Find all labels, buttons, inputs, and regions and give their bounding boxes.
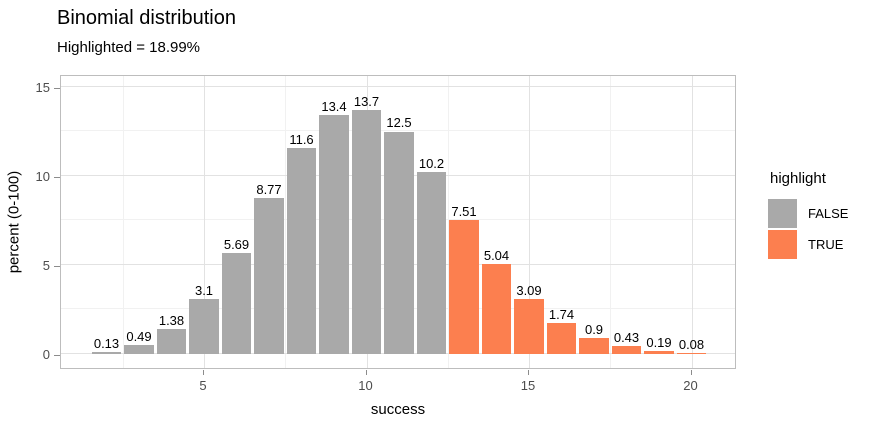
bar-highlight-true xyxy=(611,346,642,354)
y-minor-gridline xyxy=(61,130,735,132)
bar-value-label: 0.08 xyxy=(678,336,705,352)
bar-highlight-false xyxy=(384,131,414,354)
x-minor-gridline xyxy=(610,76,612,368)
bar-highlight-true xyxy=(579,337,609,354)
bar-highlight-false xyxy=(351,110,382,354)
bar-value-label: 10.2 xyxy=(418,156,445,172)
bar-highlight-true xyxy=(514,298,544,354)
bar-value-label: 0.49 xyxy=(126,329,152,345)
legend-swatch-false xyxy=(768,199,797,228)
bar-value-label: 0.19 xyxy=(646,334,672,350)
bar-highlight-false xyxy=(319,115,349,354)
bar-highlight-true xyxy=(644,350,674,354)
y-tick-label: 15 xyxy=(35,79,50,95)
bar-highlight-false xyxy=(254,197,284,354)
x-minor-gridline xyxy=(447,76,449,368)
bar-value-label: 0.13 xyxy=(93,335,120,351)
y-axis-tick xyxy=(54,87,60,89)
legend-label-true: TRUE xyxy=(808,237,844,252)
legend-label-false: FALSE xyxy=(808,206,849,221)
bar-highlight-false xyxy=(124,345,154,354)
bar-value-label: 5.69 xyxy=(223,236,250,252)
x-tick-label: 20 xyxy=(683,378,698,393)
bar-value-label: 1.38 xyxy=(158,313,185,329)
x-axis-title: success xyxy=(370,401,426,418)
plot-panel: 0.13 0.49 1.38 3.1 5.69 8.77 11.6 13.4 13.7 12.5 1… xyxy=(60,75,736,369)
bar-highlight-false xyxy=(91,351,122,354)
y-axis-tick xyxy=(54,265,60,267)
bar-highlight-false xyxy=(286,147,317,354)
x-major-gridline xyxy=(204,76,205,368)
legend: highlight FALSE TRUE xyxy=(768,170,848,261)
y-tick-label: 5 xyxy=(42,257,50,273)
x-tick-label: 15 xyxy=(520,378,536,393)
bar-value-label: 8.77 xyxy=(256,181,282,197)
x-major-gridline xyxy=(691,76,693,368)
x-minor-gridline xyxy=(122,76,124,368)
legend-title: highlight xyxy=(770,170,826,187)
x-axis-tick xyxy=(203,370,204,375)
y-major-gridline xyxy=(61,86,735,87)
bar-highlight-false xyxy=(189,298,219,354)
x-tick-label: 5 xyxy=(199,378,207,393)
bar-highlight-false xyxy=(156,329,187,354)
bar-highlight-false xyxy=(416,172,447,354)
bar-value-label: 13.4 xyxy=(321,99,347,115)
bar-value-label: 3.09 xyxy=(516,282,542,298)
bar-value-label: 0.9 xyxy=(584,321,604,337)
x-axis-tick xyxy=(528,370,529,375)
legend-item-false: FALSE xyxy=(768,199,848,228)
legend-swatch-true xyxy=(768,230,797,259)
y-axis-tick xyxy=(54,176,60,178)
bar-value-label: 12.5 xyxy=(386,115,412,131)
bar-highlight-true xyxy=(481,264,512,354)
chart-subtitle: Highlighted = 18.99% xyxy=(57,39,201,56)
x-axis-tick xyxy=(690,370,692,375)
chart-title: Binomial distribution xyxy=(57,7,236,29)
bar-highlight-true xyxy=(546,323,577,354)
bar-value-label: 7.51 xyxy=(451,204,477,220)
x-tick-label: 10 xyxy=(358,378,373,393)
bar-value-label: 5.04 xyxy=(483,248,510,264)
bar-highlight-false xyxy=(221,252,252,354)
x-minor-gridline xyxy=(285,76,287,368)
bar-highlight-true xyxy=(676,352,707,354)
bar-value-label: 0.43 xyxy=(613,330,640,346)
bar-highlight-true xyxy=(449,220,479,354)
bar-value-label: 1.74 xyxy=(548,306,575,322)
y-tick-label: 0 xyxy=(42,346,50,362)
y-axis-tick xyxy=(54,354,60,356)
x-major-gridline xyxy=(529,76,530,368)
bar-value-label: 13.7 xyxy=(353,94,380,110)
bar-value-label: 3.1 xyxy=(194,282,214,298)
bar-value-label: 11.6 xyxy=(289,131,314,147)
y-tick-label: 10 xyxy=(35,168,50,184)
legend-item-true: TRUE xyxy=(768,230,848,259)
x-axis-tick xyxy=(365,370,367,375)
